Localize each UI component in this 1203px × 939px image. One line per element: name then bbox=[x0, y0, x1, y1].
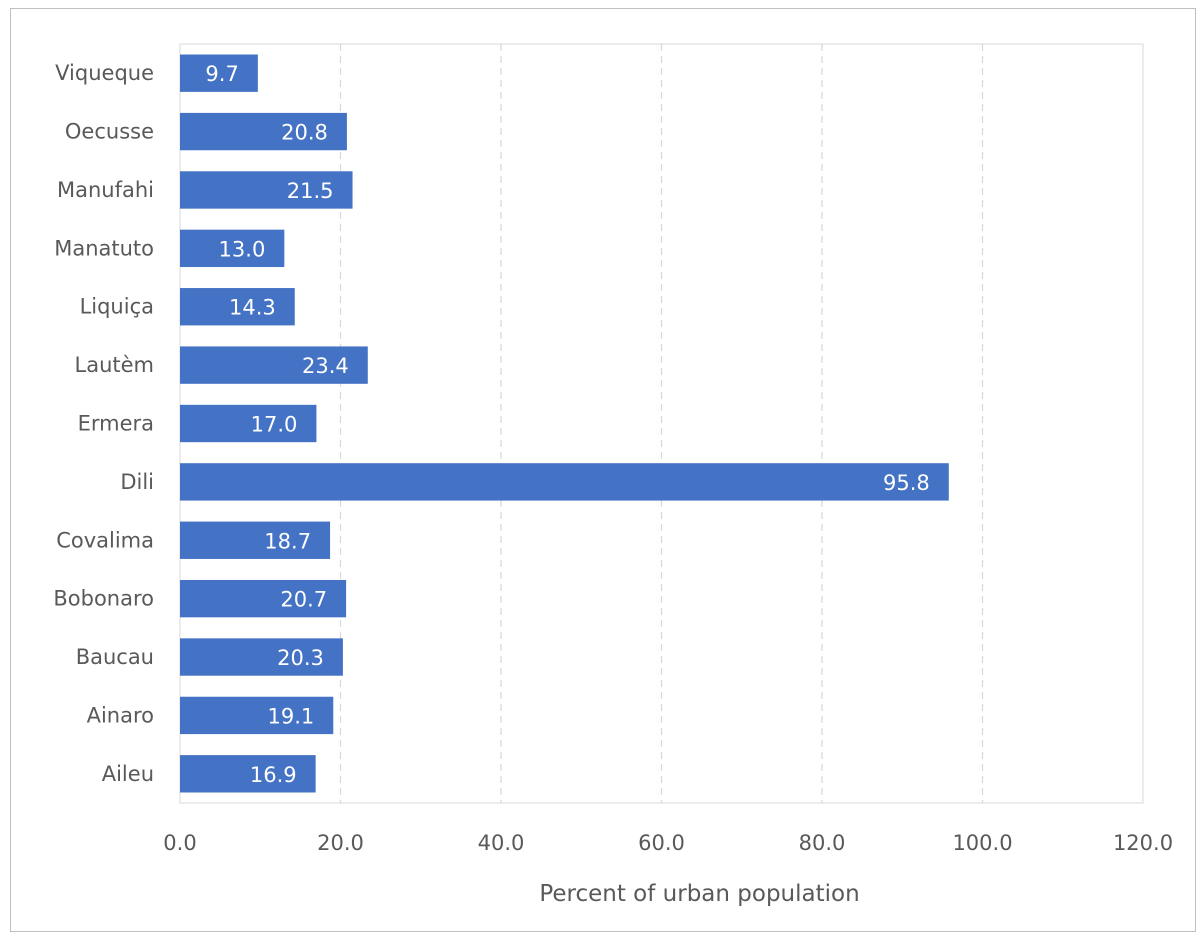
x-tick-labels: 0.0 20.0 40.0 60.0 80.0 100.0 120.0 bbox=[163, 831, 1173, 855]
category-label: Liquiça bbox=[80, 295, 154, 319]
data-label: 20.8 bbox=[281, 121, 328, 145]
data-label: 16.9 bbox=[250, 763, 297, 787]
x-tick-label: 100.0 bbox=[952, 831, 1012, 855]
data-label: 20.7 bbox=[280, 588, 327, 612]
bar bbox=[180, 521, 331, 559]
data-label: 17.0 bbox=[251, 413, 298, 437]
x-tick-label: 0.0 bbox=[163, 831, 196, 855]
data-label: 20.3 bbox=[277, 646, 324, 670]
bar bbox=[180, 346, 368, 384]
category-label: Covalima bbox=[56, 528, 154, 552]
data-label: 14.3 bbox=[229, 296, 276, 320]
data-label: 18.7 bbox=[264, 529, 311, 553]
x-tick-label: 120.0 bbox=[1113, 831, 1173, 855]
x-axis-title: Percent of urban population bbox=[539, 881, 859, 907]
bar bbox=[180, 54, 258, 92]
category-label: Lautèm bbox=[75, 353, 155, 377]
x-tick-label: 80.0 bbox=[799, 831, 846, 855]
bar bbox=[180, 755, 316, 793]
data-label: 23.4 bbox=[302, 354, 349, 378]
category-label: Ainaro bbox=[87, 703, 154, 727]
bar bbox=[180, 638, 343, 676]
bar bbox=[180, 696, 334, 735]
category-label: Bobonaro bbox=[53, 587, 154, 611]
data-label: 13.0 bbox=[219, 237, 266, 261]
x-tick-label: 20.0 bbox=[317, 831, 364, 855]
bar bbox=[180, 404, 317, 443]
category-label: Dili bbox=[120, 470, 154, 494]
x-tick-label: 60.0 bbox=[638, 831, 685, 855]
bar bbox=[180, 579, 347, 618]
x-tick-label: 40.0 bbox=[478, 831, 525, 855]
bar bbox=[180, 112, 347, 151]
bar bbox=[180, 229, 285, 268]
bar bbox=[180, 171, 353, 209]
bars: 9.7 20.8 21.5 13.0 14.3 23.4 17.0 95.8 18.7 20.7 2… bbox=[180, 54, 949, 793]
category-label: Manufahi bbox=[57, 178, 154, 202]
data-label: 9.7 bbox=[205, 62, 238, 86]
data-label: 21.5 bbox=[287, 179, 334, 203]
data-label: 19.1 bbox=[268, 704, 315, 728]
bar bbox=[180, 463, 949, 501]
data-label: 95.8 bbox=[883, 471, 930, 495]
category-label: Viqueque bbox=[55, 61, 154, 85]
category-label: Ermera bbox=[78, 412, 154, 436]
category-labels: Viqueque Oecusse Manufahi Manatuto Liquiça La… bbox=[53, 61, 154, 786]
bar bbox=[180, 288, 295, 326]
category-label: Baucau bbox=[76, 645, 154, 669]
gridlines bbox=[339, 44, 984, 803]
category-label: Aileu bbox=[102, 762, 154, 786]
category-label: Oecusse bbox=[65, 120, 154, 144]
category-label: Manatuto bbox=[54, 236, 154, 260]
